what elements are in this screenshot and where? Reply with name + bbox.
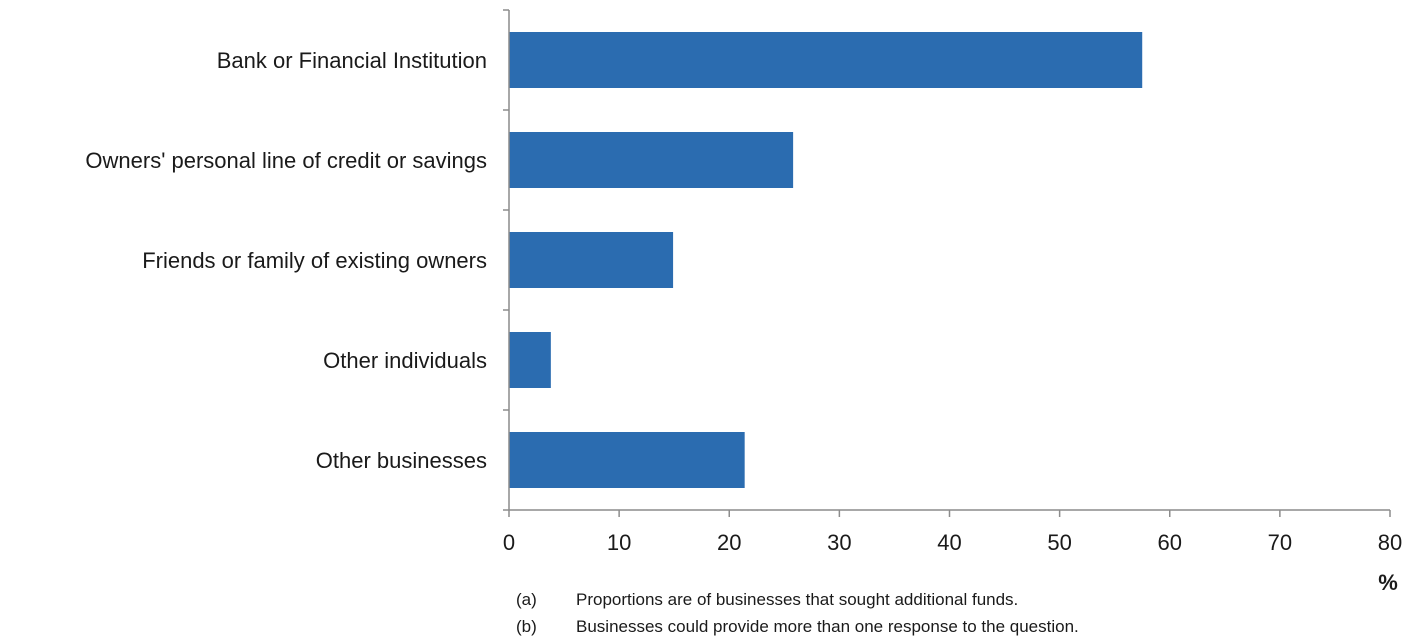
footnote-b-text: Businesses could provide more than one r… [576, 617, 1079, 636]
bars [509, 32, 1143, 488]
x-axis-ticks [508, 510, 1391, 517]
x-tick-label: 40 [937, 530, 961, 555]
footnotes: (a) Proportions are of businesses that s… [516, 590, 1079, 636]
category-labels: Bank or Financial Institution Owners' per… [85, 48, 487, 473]
x-tick-labels: 0 10 20 30 40 50 60 70 80 [503, 530, 1402, 555]
category-label: Owners' personal line of credit or savin… [85, 148, 487, 173]
category-label: Bank or Financial Institution [217, 48, 487, 73]
x-tick-label: 60 [1158, 530, 1182, 555]
x-tick-label: 80 [1378, 530, 1402, 555]
bar [509, 332, 551, 388]
bar [509, 132, 794, 188]
bar [509, 232, 674, 288]
category-label: Other individuals [323, 348, 487, 373]
x-axis-unit-label: % [1378, 570, 1398, 595]
category-label: Other businesses [316, 448, 487, 473]
x-tick-label: 70 [1268, 530, 1292, 555]
y-axis-ticks [503, 9, 509, 511]
x-tick-label: 10 [607, 530, 631, 555]
category-label: Friends or family of existing owners [142, 248, 487, 273]
bar [509, 32, 1143, 88]
footnote-b-marker: (b) [516, 617, 537, 636]
footnote-a-marker: (a) [516, 590, 537, 609]
x-tick-label: 30 [827, 530, 851, 555]
x-tick-label: 50 [1047, 530, 1071, 555]
bar [509, 432, 745, 488]
x-tick-label: 20 [717, 530, 741, 555]
x-tick-label: 0 [503, 530, 515, 555]
footnote-a-text: Proportions are of businesses that sough… [576, 590, 1018, 609]
